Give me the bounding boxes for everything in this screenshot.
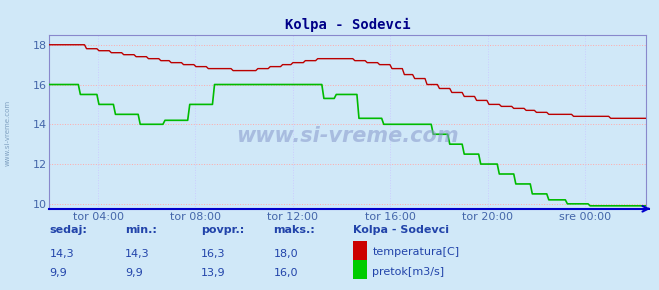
Text: 18,0: 18,0: [273, 249, 298, 259]
Text: www.si-vreme.com: www.si-vreme.com: [237, 126, 459, 146]
Text: 13,9: 13,9: [201, 268, 225, 278]
Text: sedaj:: sedaj:: [49, 225, 87, 235]
Text: 9,9: 9,9: [49, 268, 67, 278]
Text: pretok[m3/s]: pretok[m3/s]: [372, 267, 444, 277]
Text: 14,3: 14,3: [125, 249, 150, 259]
Text: 14,3: 14,3: [49, 249, 74, 259]
Text: min.:: min.:: [125, 225, 157, 235]
Text: temperatura[C]: temperatura[C]: [372, 247, 459, 257]
Text: Kolpa - Sodevci: Kolpa - Sodevci: [353, 225, 449, 235]
Text: www.si-vreme.com: www.si-vreme.com: [5, 100, 11, 166]
Text: 16,3: 16,3: [201, 249, 225, 259]
Title: Kolpa - Sodevci: Kolpa - Sodevci: [285, 18, 411, 32]
Text: maks.:: maks.:: [273, 225, 315, 235]
Text: povpr.:: povpr.:: [201, 225, 244, 235]
Text: 16,0: 16,0: [273, 268, 298, 278]
Text: 9,9: 9,9: [125, 268, 143, 278]
